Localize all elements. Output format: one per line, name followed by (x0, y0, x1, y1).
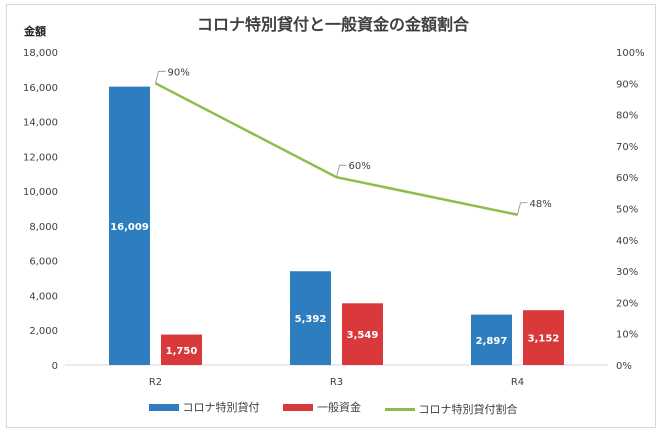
y-tick-label: 18,000 (23, 48, 58, 59)
legend-item-ratio: コロナ特別貸付割合 (384, 401, 518, 417)
y2-tick-label: 10% (616, 330, 638, 341)
series-line (154, 82, 518, 216)
chart-title: コロナ特別貸付と一般資金の金額割合 (196, 15, 469, 34)
y2-tick-label: 70% (616, 142, 638, 153)
bar (109, 86, 150, 365)
line-data-label: 48% (530, 199, 552, 210)
line-data-label: 90% (168, 67, 190, 78)
y2-tick-label: 60% (616, 173, 638, 184)
label-leader (336, 164, 347, 178)
y-tick-label: 6,000 (29, 257, 58, 268)
y2-tick-label: 100% (616, 48, 645, 59)
y2-tick-label: 80% (616, 111, 638, 122)
x-tick-label: R2 (149, 377, 162, 388)
y-tick-label: 2,000 (29, 326, 58, 337)
y2-tick-label: 90% (616, 79, 638, 90)
legend-swatch-ippan (283, 403, 313, 411)
y-tick-label: 14,000 (23, 118, 58, 129)
legend-swatch-korona (148, 403, 179, 411)
y-tick-label: 8,000 (29, 222, 58, 233)
label-leader (517, 202, 528, 215)
y2-tick-label: 20% (616, 298, 638, 309)
y2-tick-label: 40% (616, 236, 638, 247)
bar (161, 334, 202, 365)
line-data-label: 60% (349, 161, 371, 172)
bar (471, 314, 512, 365)
y-tick-label: 4,000 (29, 291, 58, 302)
y-axis-label: 金額 (24, 25, 46, 38)
label-leader (155, 70, 166, 84)
y-tick-label: 0 (52, 361, 58, 372)
data-label: 3,549 (347, 330, 379, 341)
legend-item-korona: コロナ特別貸付 (148, 399, 260, 415)
data-label: 2,897 (476, 336, 508, 347)
legend: コロナ特別貸付 一般資金 コロナ特別貸付割合 (0, 399, 666, 417)
y-tick-label: 12,000 (23, 152, 58, 163)
legend-label-ippan: 一般資金 (317, 401, 361, 414)
y-tick-label: 10,000 (23, 187, 58, 198)
data-label: 1,750 (166, 346, 198, 357)
legend-label-korona: コロナ特別貸付 (182, 401, 260, 414)
data-label: 16,009 (110, 222, 149, 233)
x-tick-label: R3 (330, 377, 343, 388)
bar (290, 271, 331, 365)
x-tick-label: R4 (511, 377, 524, 388)
legend-swatch-ratio (384, 407, 415, 411)
data-label: 3,152 (528, 334, 560, 345)
legend-label-ratio: コロナ特別貸付割合 (418, 403, 518, 416)
bar (342, 303, 383, 365)
data-label: 5,392 (295, 314, 327, 325)
y2-tick-label: 0% (616, 361, 632, 372)
y2-tick-label: 50% (616, 205, 638, 216)
y-tick-label: 16,000 (23, 83, 58, 94)
y2-tick-label: 30% (616, 267, 638, 278)
bar (523, 310, 564, 365)
legend-item-ippan: 一般資金 (283, 399, 361, 415)
